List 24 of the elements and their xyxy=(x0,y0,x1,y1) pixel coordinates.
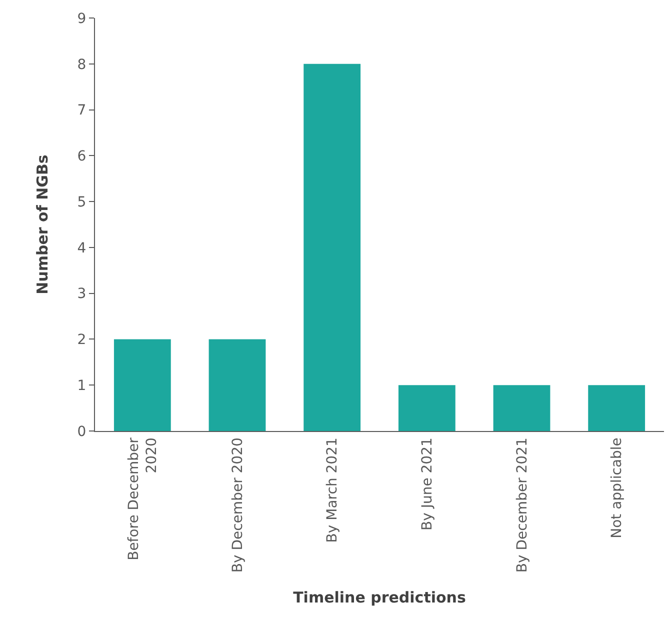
y-tick-label: 8 xyxy=(77,56,86,73)
x-tick-label: By December 2020 xyxy=(230,438,246,573)
bar xyxy=(304,64,361,431)
y-tick-label: 6 xyxy=(77,148,86,165)
y-tick-label: 2 xyxy=(77,332,86,348)
x-tick-label: Before December 2020 xyxy=(126,437,160,560)
y-tick-label: 3 xyxy=(77,286,86,302)
y-axis-title: Number of NGBs xyxy=(34,154,52,294)
bar xyxy=(493,385,550,431)
y-tick-label: 7 xyxy=(77,102,86,119)
bar xyxy=(398,385,456,431)
x-axis-title: Timeline predictions xyxy=(293,588,466,607)
bar xyxy=(588,385,646,431)
y-tick-label: 9 xyxy=(77,10,86,27)
y-tick-label: 4 xyxy=(77,240,86,256)
x-tick-label: By June 2021 xyxy=(419,438,436,531)
x-tick-label: Not applicable xyxy=(609,438,626,538)
bar xyxy=(114,339,171,431)
y-tick-label: 0 xyxy=(77,424,86,440)
y-tick-label: 1 xyxy=(77,378,86,394)
x-tick-label: By March 2021 xyxy=(324,438,341,543)
y-tick-label: 5 xyxy=(77,194,86,210)
x-tick-label: By December 2021 xyxy=(514,438,530,573)
bar xyxy=(208,339,266,431)
